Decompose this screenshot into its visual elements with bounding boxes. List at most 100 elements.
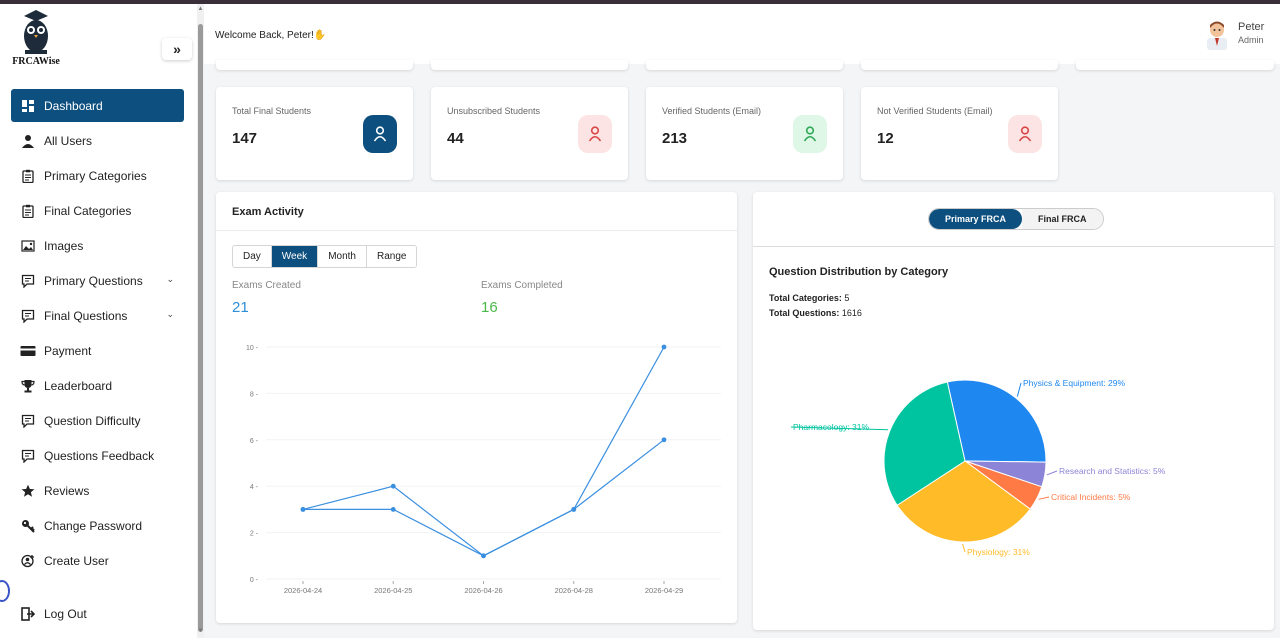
y-tick-label: 10 - — [246, 345, 259, 352]
question-icon — [20, 413, 36, 429]
chevron-down-icon[interactable]: ⌄ — [166, 309, 174, 319]
question-icon — [20, 308, 36, 324]
partial-card — [861, 60, 1058, 70]
clipboard-icon — [20, 168, 36, 184]
pie-slice-label: Pharmacology: 31% — [793, 422, 870, 432]
data-point — [661, 344, 667, 350]
card-icon — [20, 343, 36, 359]
pie-slice-label: Physiology: 31% — [967, 547, 1030, 557]
sidebar-item-label: Change Password — [44, 518, 143, 533]
stat-value: 44 — [447, 130, 464, 147]
total-questions-label: Total Questions: — [769, 308, 840, 318]
sidebar-item-questions-feedback[interactable]: Questions Feedback — [11, 439, 184, 472]
wave-hand-icon: ✋ — [313, 30, 327, 41]
total-categories-value: 5 — [844, 293, 850, 303]
stat-card: Total Final Students 147 — [216, 87, 413, 180]
toggle-primary-frca[interactable]: Primary FRCA — [929, 209, 1023, 229]
sidebar-item-label: Questions Feedback — [44, 448, 155, 463]
pie-leader-line — [962, 543, 966, 553]
x-tick-label: 2026-04-29 — [645, 586, 683, 595]
sidebar-item-create-user[interactable]: Create User — [11, 544, 184, 577]
total-categories-label: Total Categories: — [769, 293, 842, 303]
x-tick-label: 2026-04-26 — [464, 586, 502, 595]
data-point — [571, 507, 577, 512]
sidebar-item-final-questions[interactable]: Final Questions ⌄ — [11, 299, 184, 332]
sidebar-item-primary-categories[interactable]: Primary Categories — [11, 159, 184, 192]
sidebar-item-images[interactable]: Images — [11, 229, 184, 262]
data-point — [481, 553, 486, 559]
divider — [753, 246, 1274, 247]
exams-completed-value: 16 — [481, 299, 498, 316]
x-tick-label: 2026-04-24 — [284, 586, 322, 595]
scroll-down-arrow-icon[interactable]: ▼ — [197, 628, 204, 634]
exams-completed-label: Exams Completed — [481, 280, 563, 291]
sidebar-scrollbar[interactable]: ▲ ▼ — [197, 4, 204, 638]
y-tick-label: 0 - — [250, 577, 259, 584]
tab-week[interactable]: Week — [271, 246, 319, 267]
sidebar-item-label: Images — [44, 238, 84, 253]
brand-logo[interactable]: FRCAWise — [10, 8, 62, 68]
scroll-up-arrow-icon[interactable]: ▲ — [197, 6, 204, 12]
series-line-1 — [302, 346, 665, 557]
key-icon — [20, 518, 36, 534]
question-icon — [20, 448, 36, 464]
sidebar-item-label: Final Questions — [44, 308, 128, 323]
y-tick-label: 4 - — [250, 484, 259, 491]
stat-card: Verified Students (Email) 213 — [646, 87, 843, 180]
stat-value: 147 — [232, 130, 258, 147]
sidebar-item-dashboard[interactable]: Dashboard — [11, 89, 184, 122]
brand-name: FRCAWise — [12, 56, 60, 67]
sidebar-item-change-password[interactable]: Change Password — [11, 509, 184, 542]
sidebar-item-all-users[interactable]: All Users — [11, 124, 184, 157]
pie-leader-line — [1046, 470, 1058, 476]
distribution-title: Question Distribution by Category — [769, 266, 949, 278]
toggle-final-frca[interactable]: Final FRCA — [1022, 209, 1103, 229]
exams-created-value: 21 — [232, 299, 249, 316]
clipboard-icon — [20, 203, 36, 219]
stat-label: Not Verified Students (Email) — [877, 106, 993, 116]
stat-label: Unsubscribed Students — [447, 106, 541, 116]
question-distribution-card: Primary FRCA Final FRCA Question Distribu… — [753, 192, 1274, 630]
welcome-message: Welcome Back, Peter!✋ — [215, 30, 326, 41]
series-line-2 — [303, 439, 665, 557]
partial-card — [646, 60, 843, 70]
tab-range[interactable]: Range — [366, 246, 417, 267]
collapse-sidebar-button[interactable]: » — [162, 38, 192, 60]
logout-button[interactable]: Log Out — [11, 597, 184, 630]
pie-leader-line — [1016, 382, 1022, 397]
sidebar-item-label: All Users — [44, 133, 93, 148]
stat-value: 12 — [877, 130, 894, 147]
sidebar-item-question-difficulty[interactable]: Question Difficulty — [11, 404, 184, 437]
pie-slice-label: Physics & Equipment: 29% — [1023, 378, 1125, 388]
exam-activity-title: Exam Activity — [232, 206, 304, 218]
floating-circle-button[interactable] — [0, 580, 10, 602]
trophy-icon — [20, 378, 36, 394]
pie-slice-label: Critical Incidents: 5% — [1051, 492, 1131, 502]
x-tick-label: 2026-04-28 — [555, 586, 593, 595]
sidebar-item-reviews[interactable]: Reviews — [11, 474, 184, 507]
sidebar-item-primary-questions[interactable]: Primary Questions ⌄ — [11, 264, 184, 297]
sidebar-item-final-categories[interactable]: Final Categories — [11, 194, 184, 227]
sidebar-item-label: Primary Categories — [44, 168, 147, 183]
partial-card — [216, 60, 413, 70]
top-header: Welcome Back, Peter!✋ Peter Admin — [204, 4, 1280, 64]
sidebar-item-leaderboard[interactable]: Leaderboard — [11, 369, 184, 402]
partial-card — [1076, 60, 1274, 70]
sidebar-item-label: Payment — [44, 343, 92, 358]
tab-month[interactable]: Month — [318, 246, 367, 267]
scrollbar-thumb[interactable] — [198, 24, 203, 632]
data-point — [661, 437, 667, 443]
user-icon — [20, 133, 36, 149]
owl-logo-icon — [24, 10, 48, 54]
chevron-down-icon[interactable]: ⌄ — [166, 274, 174, 284]
exam-activity-line-chart: 0 - 2 - 4 - 6 - 8 - 10 - 2026-04-24 2026-04-25 2… — [246, 344, 721, 595]
category-pie-chart: Physics & Equipment: 29% Research and Sta… — [790, 378, 1166, 557]
add-user-icon — [20, 553, 36, 569]
stat-user-icon — [363, 115, 397, 153]
user-avatar[interactable] — [1204, 18, 1230, 50]
logout-label: Log Out — [44, 606, 87, 621]
stat-label: Verified Students (Email) — [662, 106, 762, 116]
tab-day[interactable]: Day — [233, 246, 272, 267]
sidebar-item-payment[interactable]: Payment — [11, 334, 184, 367]
x-tick-label: 2026-04-25 — [374, 586, 412, 595]
